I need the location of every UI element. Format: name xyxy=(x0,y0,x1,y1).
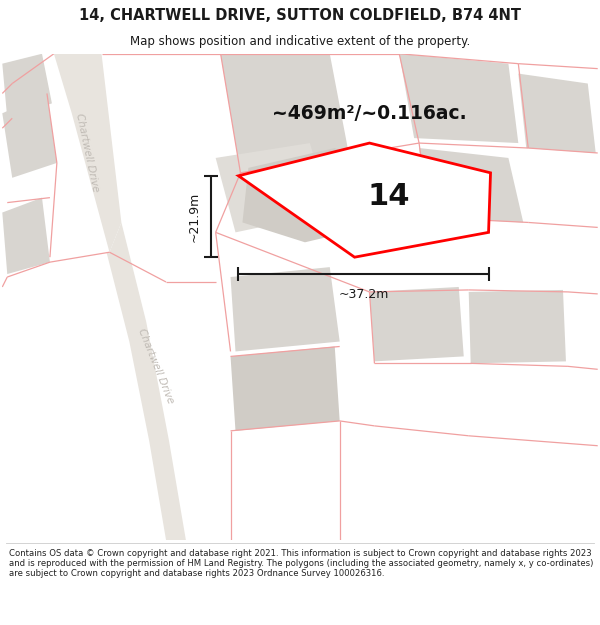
Text: Map shows position and indicative extent of the property.: Map shows position and indicative extent… xyxy=(130,36,470,48)
Text: Contains OS data © Crown copyright and database right 2021. This information is : Contains OS data © Crown copyright and d… xyxy=(9,549,593,578)
Text: ~469m²/~0.116ac.: ~469m²/~0.116ac. xyxy=(272,104,467,122)
Polygon shape xyxy=(54,54,121,253)
Text: ~37.2m: ~37.2m xyxy=(338,288,389,301)
Text: 14, CHARTWELL DRIVE, SUTTON COLDFIELD, B74 4NT: 14, CHARTWELL DRIVE, SUTTON COLDFIELD, B… xyxy=(79,8,521,22)
Text: ~21.9m: ~21.9m xyxy=(188,191,201,242)
Polygon shape xyxy=(370,287,464,361)
Text: 14: 14 xyxy=(367,182,410,211)
Text: Chartwell Drive: Chartwell Drive xyxy=(74,112,101,193)
Polygon shape xyxy=(242,148,394,242)
Polygon shape xyxy=(230,267,340,351)
Polygon shape xyxy=(399,54,518,143)
Polygon shape xyxy=(215,143,330,232)
Polygon shape xyxy=(221,54,350,173)
Polygon shape xyxy=(106,222,186,540)
Polygon shape xyxy=(2,54,52,118)
Polygon shape xyxy=(469,290,566,363)
Polygon shape xyxy=(518,74,596,153)
Polygon shape xyxy=(230,346,340,431)
Polygon shape xyxy=(2,94,57,178)
Text: Chartwell Drive: Chartwell Drive xyxy=(136,328,176,406)
Polygon shape xyxy=(2,198,50,274)
Polygon shape xyxy=(238,143,491,257)
Polygon shape xyxy=(419,148,523,222)
